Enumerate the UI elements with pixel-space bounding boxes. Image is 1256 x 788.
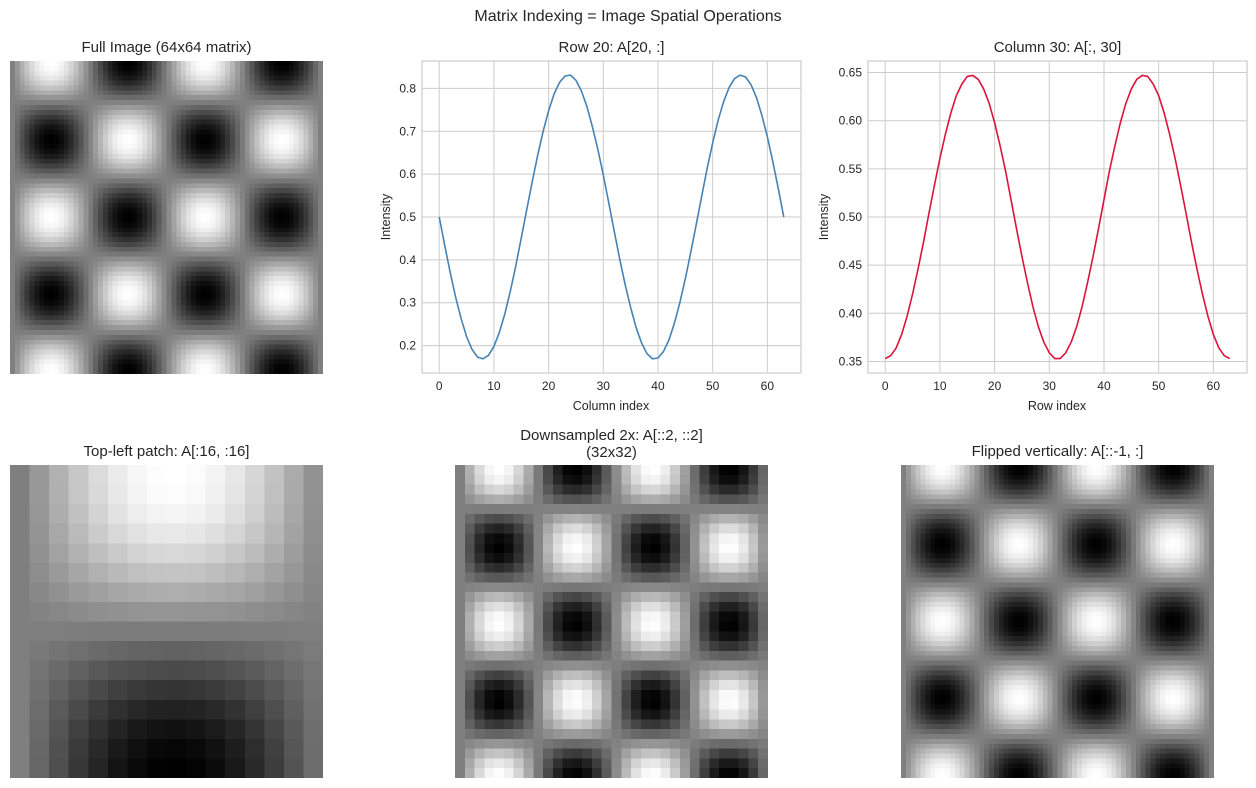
x-tick-label: 40 xyxy=(651,379,665,393)
y-tick-label: 0.45 xyxy=(839,258,863,272)
y-tick-label: 0.60 xyxy=(839,114,863,128)
x-tick-label: 50 xyxy=(1152,379,1166,393)
row-plot-title: Row 20: A[20, :] xyxy=(558,39,665,56)
x-tick-label: 40 xyxy=(1097,379,1111,393)
y-tick-label: 0.35 xyxy=(839,354,863,368)
profile-line xyxy=(884,74,1231,360)
downsampled-heatmap xyxy=(455,465,768,778)
downsampled-title: Downsampled 2x: A[::2, ::2] (32x32) xyxy=(520,427,703,461)
y-tick-label: 0.3 xyxy=(399,296,416,310)
x-tick-label: 30 xyxy=(1043,379,1057,393)
x-tick-label: 0 xyxy=(436,379,443,393)
x-tick-label: 0 xyxy=(882,379,889,393)
row-plot-xlabel: Column index xyxy=(573,399,650,413)
y-tick-label: 0.7 xyxy=(399,124,416,138)
y-tick-label: 0.65 xyxy=(839,66,863,80)
column-plot-title: Column 30: A[:, 30] xyxy=(993,39,1122,56)
column-plot-xlabel: Row index xyxy=(1028,399,1087,413)
x-tick-label: 20 xyxy=(542,379,556,393)
y-tick-label: 0.8 xyxy=(399,81,416,95)
full-image-title: Full Image (64x64 matrix) xyxy=(81,39,252,56)
profile-line xyxy=(438,74,785,360)
x-tick-label: 60 xyxy=(1207,379,1221,393)
y-tick-label: 0.4 xyxy=(399,253,416,267)
x-tick-label: 50 xyxy=(706,379,720,393)
row-plot-ylabel: Intensity xyxy=(379,193,393,240)
y-tick-label: 0.2 xyxy=(399,339,416,353)
flipped-title: Flipped vertically: A[::-1, :] xyxy=(971,443,1144,460)
patch-heatmap xyxy=(10,465,323,778)
x-tick-label: 30 xyxy=(597,379,611,393)
y-tick-label: 0.5 xyxy=(399,210,416,224)
x-tick-label: 10 xyxy=(487,379,501,393)
row-profile-plot: 0 10 20 30 40 50 60 0.2 0.3 0.4 0.5 0.6 0.7 0.8 xyxy=(399,60,802,393)
figure-title: Matrix Indexing = Image Spatial Operatio… xyxy=(474,8,782,25)
y-tick-label: 0.6 xyxy=(399,167,416,181)
column-profile-plot: 0 10 20 30 40 50 60 0.35 0.40 0.45 0.50 0.55 0.60 0.6… xyxy=(839,60,1248,393)
patch-title: Top-left patch: A[:16, :16] xyxy=(83,443,250,460)
x-tick-label: 10 xyxy=(933,379,947,393)
flipped-heatmap xyxy=(901,465,1214,778)
full-image-heatmap xyxy=(10,61,323,374)
x-tick-label: 20 xyxy=(988,379,1002,393)
y-tick-label: 0.40 xyxy=(839,306,863,320)
y-tick-label: 0.50 xyxy=(839,210,863,224)
y-tick-label: 0.55 xyxy=(839,162,863,176)
column-plot-ylabel: Intensity xyxy=(817,193,831,240)
x-tick-label: 60 xyxy=(761,379,775,393)
